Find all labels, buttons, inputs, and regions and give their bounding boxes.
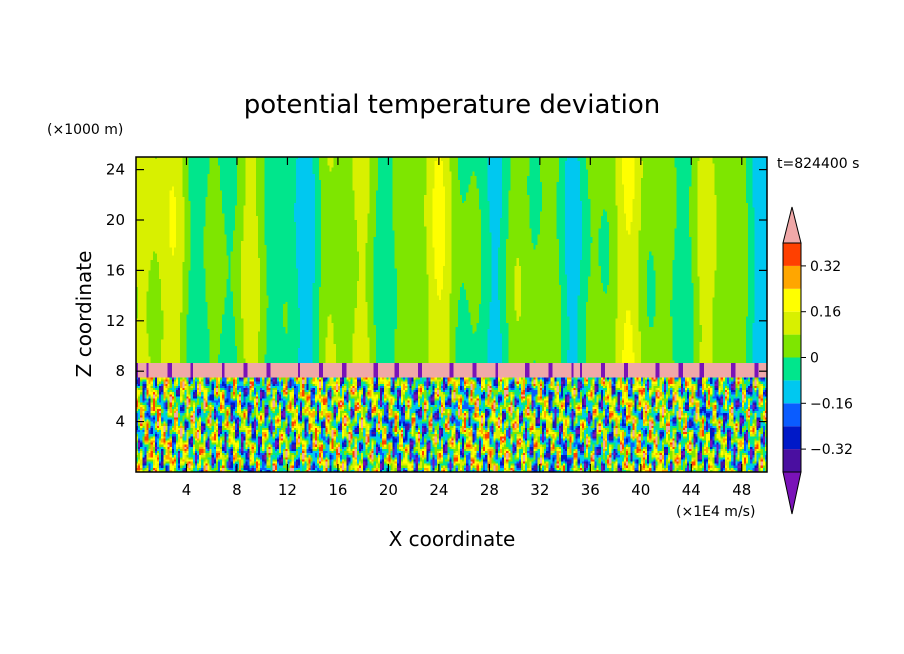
- x-tick-label: 16: [328, 481, 347, 499]
- colorbar-bin: [783, 265, 801, 289]
- x-axis-units: (×1E4 m/s): [676, 504, 755, 520]
- colorbar-bin: [783, 380, 801, 404]
- colorbar-label: −0.16: [810, 396, 853, 412]
- colorbar-bin: [783, 426, 801, 450]
- plot-frame: [135, 156, 768, 473]
- chart-title: potential temperature deviation: [244, 90, 660, 120]
- colorbar-label: 0.16: [810, 305, 841, 321]
- x-tick-label: 4: [182, 481, 192, 499]
- x-axis-label: X coordinate: [389, 527, 516, 551]
- colorbar-extend-top: [782, 206, 802, 244]
- x-tick-label: 44: [682, 481, 701, 499]
- plot-area: [136, 157, 767, 472]
- colorbar-label: 0.32: [810, 259, 841, 275]
- y-axis-label: Z coordinate: [72, 251, 96, 378]
- colorbar-label: −0.32: [810, 442, 853, 458]
- x-tick-label: 48: [732, 481, 751, 499]
- y-tick-label: 12: [106, 312, 125, 330]
- colorbar: 0.32 0.16 0 −0.16 −0.32: [782, 206, 853, 515]
- x-tick-label: 36: [581, 481, 600, 499]
- colorbar-extend-bottom: [782, 471, 802, 515]
- x-tick-label: 20: [379, 481, 398, 499]
- colorbar-bin: [783, 311, 801, 335]
- y-axis-units: (×1000 m): [47, 122, 123, 138]
- colorbar-label: 0: [810, 351, 819, 367]
- y-axis: 4 8 12 16 20 24: [106, 161, 767, 431]
- y-tick-label: 16: [106, 261, 125, 279]
- y-tick-label: 8: [115, 362, 125, 380]
- colorbar-bin: [783, 403, 801, 427]
- y-tick-label: 4: [115, 413, 125, 431]
- colorbar-bin: [783, 334, 801, 358]
- x-tick-label: 8: [232, 481, 242, 499]
- colorbar-bin: [783, 288, 801, 312]
- x-tick-label: 12: [278, 481, 297, 499]
- x-axis: 4 8 12 16 20 24 28 32 36 40 44 48: [182, 157, 751, 499]
- x-tick-label: 24: [429, 481, 448, 499]
- colorbar-bin: [783, 449, 801, 472]
- x-tick-label: 32: [530, 481, 549, 499]
- colorbar-bin: [783, 243, 801, 266]
- time-label: t=824400 s: [777, 156, 859, 172]
- x-tick-label: 40: [631, 481, 650, 499]
- contour-field: [136, 157, 767, 472]
- y-tick-label: 24: [106, 161, 125, 179]
- y-tick-label: 20: [106, 211, 125, 229]
- x-tick-label: 28: [480, 481, 499, 499]
- colorbar-bin: [783, 357, 801, 381]
